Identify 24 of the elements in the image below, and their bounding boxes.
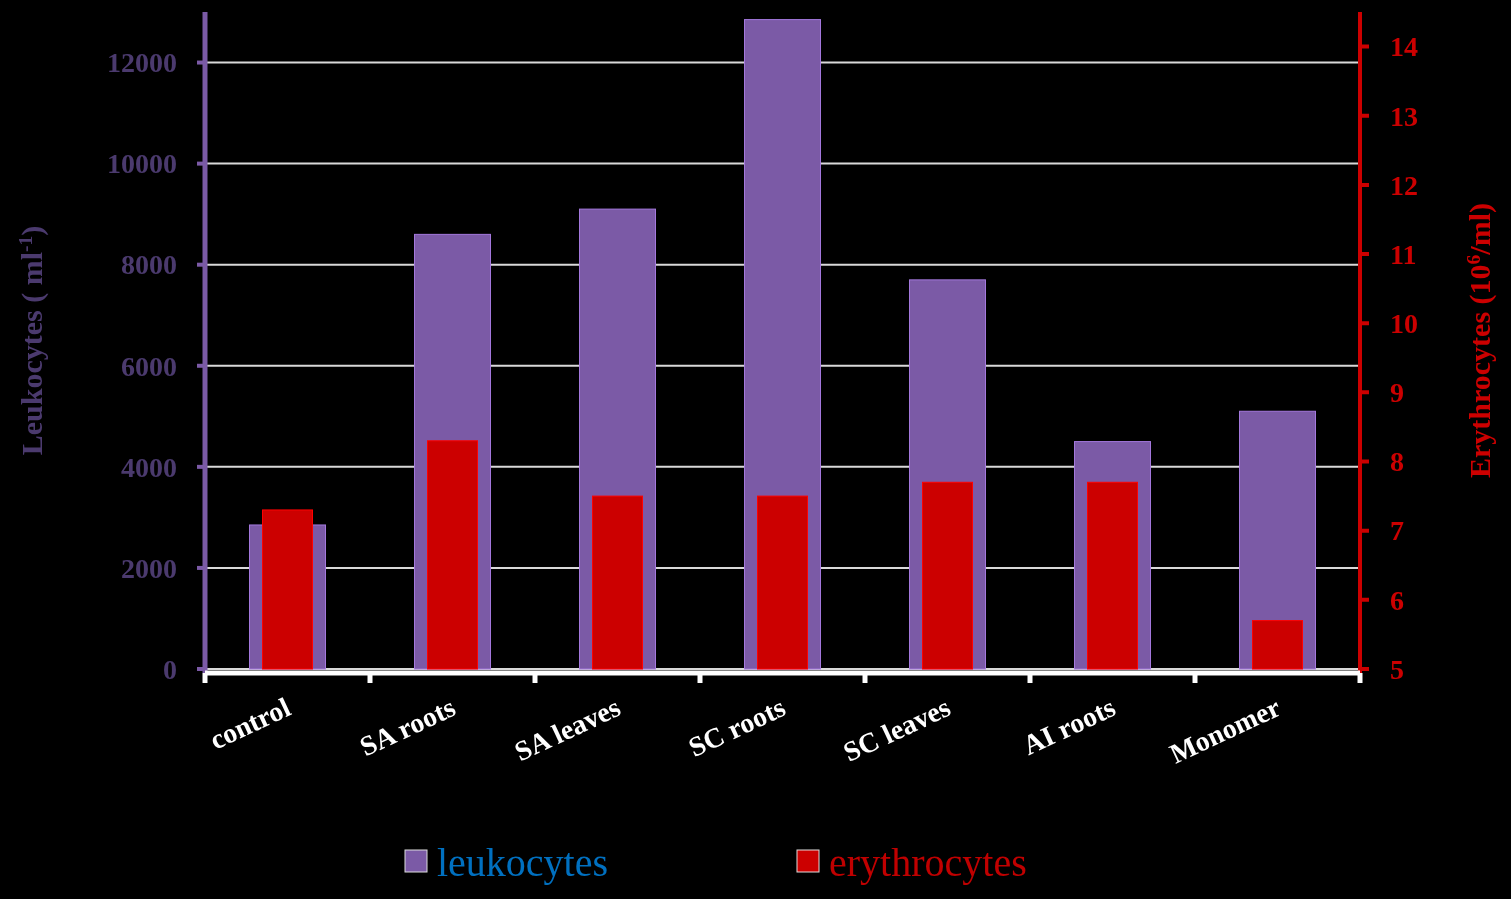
- y-tick-label: 12000: [107, 47, 177, 79]
- x-tick-label: SC leaves: [838, 691, 956, 768]
- y2-tick-label: 9: [1390, 377, 1404, 409]
- x-tick-label: AI roots: [1017, 691, 1121, 761]
- y-tick-label: 10000: [107, 148, 177, 180]
- x-tick-label: SA leaves: [509, 691, 626, 768]
- y-tick-label: 0: [163, 653, 177, 685]
- y2-tick-label: 10: [1390, 308, 1418, 340]
- y-tick-label: 6000: [121, 350, 177, 382]
- y2-tick-label: 5: [1390, 653, 1404, 685]
- y2-tick-label: 11: [1390, 238, 1417, 270]
- x-tick-label: SA roots: [355, 691, 461, 763]
- y2-tick-label: 8: [1390, 446, 1404, 478]
- y2-tick-label: 7: [1390, 515, 1404, 547]
- y2-tick-label: 13: [1390, 100, 1418, 132]
- y-tick-label: 2000: [121, 552, 177, 584]
- y-tick-label: 8000: [121, 249, 177, 281]
- y-tick-label: 4000: [121, 451, 177, 483]
- y2-tick-label: 12: [1390, 169, 1418, 201]
- y2-tick-label: 6: [1390, 584, 1404, 616]
- y2-tick-label: 14: [1390, 31, 1418, 63]
- x-tick-label: SC roots: [683, 691, 791, 763]
- legend-label: leukocytes: [437, 840, 609, 885]
- legend-label: erythrocytes: [829, 840, 1027, 885]
